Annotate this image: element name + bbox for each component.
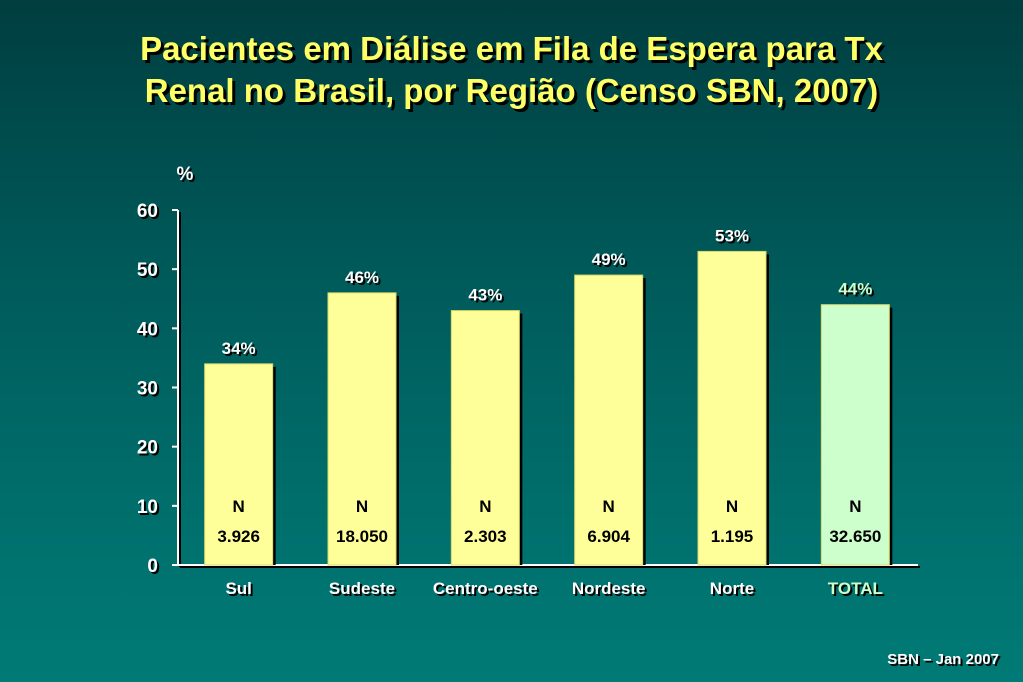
y-tick-label-40-shadow: 40	[139, 321, 160, 342]
value-label-4: 53%53%	[715, 226, 751, 247]
bar-norte	[697, 250, 767, 566]
category-label-5-text: TOTAL	[828, 579, 883, 598]
value-label-3: 49%49%	[592, 250, 628, 271]
y-unit-label: %%	[177, 164, 196, 187]
value-label-3-shadow: 49%	[594, 252, 628, 271]
y-tick-label-50-text: 50	[137, 260, 158, 281]
y-tick-label-10-shadow: 10	[139, 499, 160, 520]
n-prefix-3: N	[603, 497, 615, 516]
n-prefix-5: N	[849, 497, 861, 516]
n-prefix-0: N	[233, 497, 245, 516]
n-prefix-2: N	[479, 497, 491, 516]
y-unit-label-shadow: %	[179, 166, 196, 187]
value-label-3-text: 49%	[592, 250, 626, 269]
value-label-0-shadow: 34%	[224, 341, 258, 360]
value-label-0: 34%34%	[222, 339, 258, 360]
n-prefix-4: N	[726, 497, 738, 516]
category-label-3-text: Nordeste	[572, 579, 646, 598]
value-label-0-text: 34%	[222, 339, 256, 358]
n-value-4: 1.195	[711, 527, 754, 546]
category-label-1-shadow: Sudeste	[331, 581, 397, 600]
bar-nordeste	[574, 274, 644, 566]
bar-sudeste	[327, 292, 397, 566]
n-prefix-1: N	[356, 497, 368, 516]
category-label-5-shadow: TOTAL	[830, 581, 885, 600]
y-tick-label-10-text: 10	[137, 497, 158, 518]
category-label-3-shadow: Nordeste	[574, 581, 648, 600]
y-tick-label-0-text: 0	[147, 556, 158, 577]
source-note: SBN – Jan 2007	[887, 651, 999, 668]
value-label-5-shadow: 44%	[840, 282, 874, 301]
value-label-1-shadow: 46%	[347, 270, 381, 289]
value-label-1-text: 46%	[345, 268, 379, 287]
value-label-2-shadow: 43%	[470, 288, 504, 307]
value-label-4-text: 53%	[715, 226, 749, 245]
chart-title-line-2: Renal no Brasil, por Região (Censo SBN, …	[144, 72, 879, 109]
y-tick-label-0: 00	[147, 556, 160, 579]
n-value-1: 18.050	[336, 527, 388, 546]
category-label-1-text: Sudeste	[329, 579, 395, 598]
chart-title-line-1: Pacientes em Diálise em Fila de Espera p…	[140, 30, 883, 67]
bar-total	[820, 304, 890, 566]
bar-centro-oeste	[450, 310, 520, 566]
value-label-4-shadow: 53%	[717, 228, 751, 247]
y-tick-label-60-text: 60	[137, 201, 158, 222]
y-tick-label-40-text: 40	[137, 319, 158, 340]
value-label-2: 43%43%	[468, 286, 504, 307]
y-tick-label-20-shadow: 20	[139, 440, 160, 461]
n-value-3: 6.904	[587, 527, 630, 546]
n-value-0: 3.926	[217, 527, 260, 546]
category-label-4-text: Norte	[710, 579, 754, 598]
value-label-5: 44%44%	[838, 280, 874, 301]
category-label-2-text: Centro-oeste	[433, 579, 538, 598]
y-tick-label-60-shadow: 60	[139, 203, 160, 224]
value-label-5-text: 44%	[838, 280, 872, 299]
category-label-0-shadow: Sul	[227, 581, 253, 600]
n-value-2: 2.303	[464, 527, 507, 546]
y-tick-label-30-shadow: 30	[139, 381, 160, 402]
bar-sul	[204, 363, 274, 566]
y-tick-label-30-text: 30	[137, 379, 158, 400]
chart-title: Pacientes em Diálise em Fila de Espera p…	[0, 28, 1023, 112]
labels: 34%34%N3.926SulSul46%46%N18.050SudesteSu…	[217, 226, 884, 600]
value-label-1: 46%46%	[345, 268, 381, 289]
y-tick-label-50-shadow: 50	[139, 262, 160, 283]
category-label-2-shadow: Centro-oeste	[435, 581, 540, 600]
n-value-5: 32.650	[829, 527, 881, 546]
bars	[204, 250, 893, 566]
y-tick-label-20-text: 20	[137, 438, 158, 459]
value-label-2-text: 43%	[468, 286, 502, 305]
category-label-0-text: Sul	[225, 579, 251, 598]
y-tick-label-0-shadow: 0	[149, 558, 160, 579]
y-unit-label-text: %	[177, 164, 194, 185]
category-label-4-shadow: Norte	[712, 581, 756, 600]
